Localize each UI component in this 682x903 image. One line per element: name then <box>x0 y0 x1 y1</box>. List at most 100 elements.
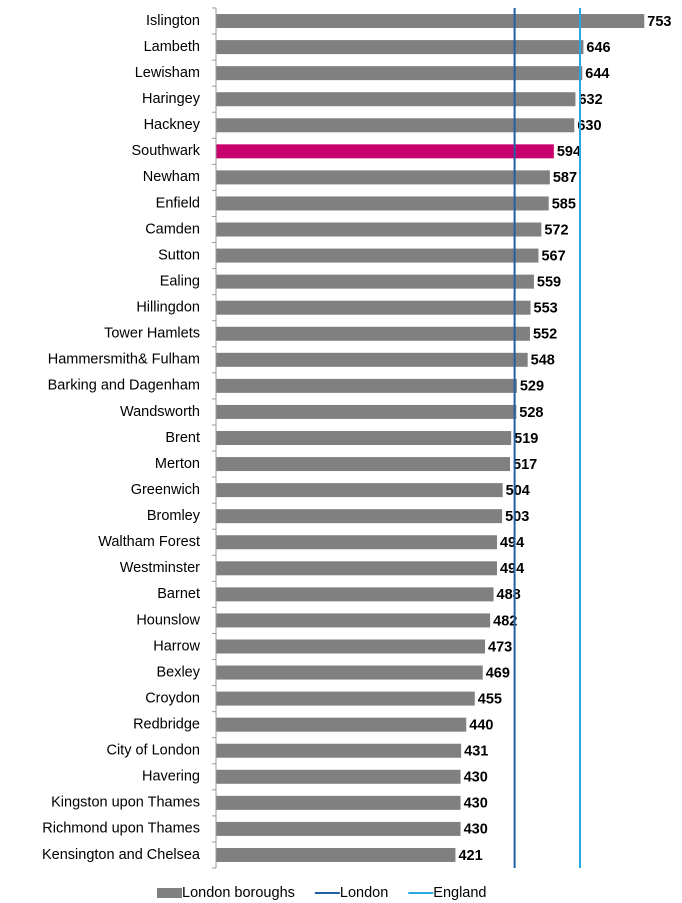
y-tick-label: Newham <box>143 169 200 185</box>
bar <box>216 300 531 315</box>
value-label: 646 <box>586 40 610 56</box>
y-tick-label: Lambeth <box>144 39 200 55</box>
bar <box>216 743 462 758</box>
bar <box>216 561 497 576</box>
bar <box>216 352 528 367</box>
y-tick-label: Wandsworth <box>120 404 200 420</box>
value-label: 587 <box>553 170 577 186</box>
y-tick-label: Merton <box>155 456 200 472</box>
value-label: 517 <box>513 457 537 473</box>
value-label: 630 <box>577 118 601 134</box>
y-tick-label: Richmond upon Thames <box>42 821 200 837</box>
bar <box>216 170 550 185</box>
value-label: 632 <box>578 92 602 108</box>
value-label: 482 <box>493 613 517 629</box>
y-tick-label: Camden <box>145 221 200 237</box>
y-tick-label: Sutton <box>158 247 200 263</box>
bar <box>216 691 475 706</box>
y-tick-label: Southwark <box>131 143 200 159</box>
bar <box>216 326 530 341</box>
value-label: 529 <box>520 379 544 395</box>
value-label: 494 <box>500 561 524 577</box>
bar <box>216 535 497 550</box>
legend-label: England <box>433 885 486 901</box>
y-tick-label: Lewisham <box>135 65 200 81</box>
bar <box>216 509 503 524</box>
value-label: 431 <box>464 744 488 760</box>
bar <box>216 639 486 654</box>
value-label: 567 <box>541 248 565 264</box>
y-tick-label: Waltham Forest <box>98 534 200 550</box>
y-tick-label: Islington <box>146 13 200 29</box>
y-tick-label: Enfield <box>156 195 200 211</box>
value-label: 430 <box>464 770 488 786</box>
bar <box>216 795 461 810</box>
value-label: 440 <box>469 717 493 733</box>
y-tick-label: Hillingdon <box>136 300 200 316</box>
value-label: 594 <box>557 144 581 160</box>
legend-label: London boroughs <box>182 885 295 901</box>
y-tick-label: Bromley <box>147 508 201 524</box>
value-label: 528 <box>519 405 543 421</box>
y-tick-label: Ealing <box>160 273 200 289</box>
value-label: 455 <box>478 691 502 707</box>
legend-label: London <box>340 885 388 901</box>
y-tick-label: Croydon <box>145 690 200 706</box>
y-tick-label: Brent <box>165 430 200 446</box>
bar <box>216 66 583 81</box>
bar <box>216 40 584 55</box>
y-tick-label: Hounslow <box>136 612 200 628</box>
value-label: 585 <box>552 196 576 212</box>
y-tick-label: Redbridge <box>133 716 200 732</box>
value-label: 504 <box>506 483 530 499</box>
y-tick-label: City of London <box>106 743 200 759</box>
bar <box>216 431 512 445</box>
y-tick-label: Havering <box>142 769 200 785</box>
y-tick-label: Greenwich <box>131 482 200 498</box>
value-label: 644 <box>585 66 609 82</box>
bar <box>216 665 483 680</box>
y-tick-label: Tower Hamlets <box>104 326 200 342</box>
bar <box>216 222 542 237</box>
bar <box>216 717 467 732</box>
bar <box>216 196 549 211</box>
y-tick-label: Harrow <box>153 638 200 654</box>
y-tick-label: Kingston upon Thames <box>51 795 200 811</box>
bar <box>216 457 511 472</box>
value-label: 421 <box>458 848 482 864</box>
bar <box>216 847 456 862</box>
value-label: 469 <box>486 665 510 681</box>
value-label: 473 <box>488 639 512 655</box>
value-label: 559 <box>537 274 561 290</box>
value-label: 430 <box>464 822 488 838</box>
y-tick-label: Kensington and Chelsea <box>42 847 201 863</box>
value-label: 488 <box>497 587 521 603</box>
y-tick-label: Barnet <box>157 586 200 602</box>
y-tick-label: Haringey <box>142 91 201 107</box>
y-tick-label: Hammersmith& Fulham <box>48 352 200 368</box>
bar <box>216 378 517 393</box>
bar <box>216 613 491 628</box>
bar <box>216 821 461 836</box>
value-label: 519 <box>514 431 538 447</box>
bar <box>216 483 503 498</box>
y-tick-label: Barking and Dagenham <box>48 378 200 394</box>
bar <box>216 248 539 263</box>
bar <box>216 404 517 419</box>
value-label: 503 <box>505 509 529 525</box>
value-label: 494 <box>500 535 524 551</box>
value-label: 553 <box>534 301 558 317</box>
bar <box>216 92 576 107</box>
bar <box>216 587 494 602</box>
value-label: 552 <box>533 327 557 343</box>
value-label: 430 <box>464 796 488 812</box>
y-tick-label: Bexley <box>156 664 200 680</box>
value-label: 753 <box>647 14 671 30</box>
value-label: 548 <box>531 353 555 369</box>
bar <box>216 118 575 133</box>
value-label: 572 <box>544 222 568 238</box>
legend-swatch <box>157 888 182 898</box>
bar <box>216 144 554 159</box>
y-tick-label: Westminster <box>120 560 200 576</box>
